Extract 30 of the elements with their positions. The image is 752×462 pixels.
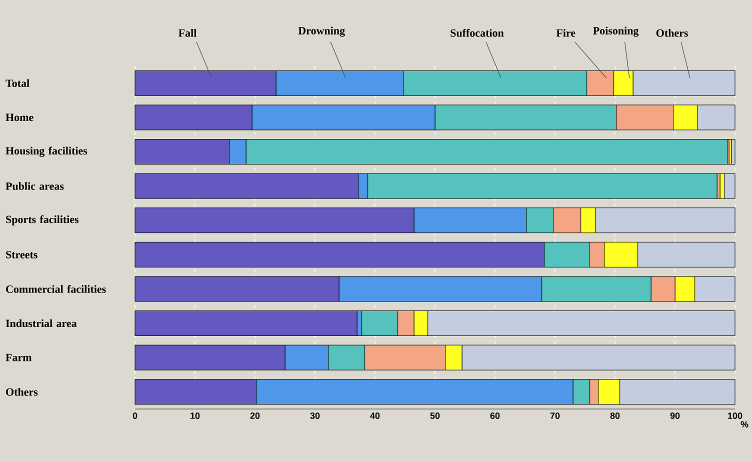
text: Drowning bbox=[298, 26, 345, 37]
y-tick-label: Sports facilities bbox=[6, 215, 79, 226]
x-tick-label: 60 bbox=[490, 412, 500, 419]
y-tick-label: Housing facilities bbox=[6, 146, 88, 157]
x-tick-label: 10 bbox=[190, 412, 200, 419]
x-tick-label: 20 bbox=[250, 412, 260, 419]
y-tick-label: Commercial facilities bbox=[6, 285, 106, 293]
x-tick-label: 50 bbox=[430, 412, 440, 419]
y-tick-label: Total bbox=[6, 79, 30, 88]
y-tick-label: Others bbox=[6, 388, 38, 396]
text: Suffocation bbox=[450, 28, 504, 37]
x-tick-label: 90 bbox=[670, 412, 680, 419]
text: Fire bbox=[556, 29, 576, 37]
x-tick-label: 70 bbox=[550, 412, 560, 419]
x-tick-label: 80 bbox=[610, 412, 620, 419]
y-tick-label: Streets bbox=[6, 250, 38, 258]
x-axis-title: % bbox=[740, 421, 748, 428]
text: Poisoning bbox=[593, 26, 639, 37]
y-tick-label: Industrial area bbox=[6, 319, 77, 328]
x-tick-label: 30 bbox=[310, 412, 320, 419]
y-tick-label: Home bbox=[6, 114, 34, 122]
x-tick-label: 40 bbox=[370, 412, 380, 419]
bar bbox=[724, 173, 736, 199]
bar bbox=[731, 139, 736, 164]
y-tick-label: Farm bbox=[6, 354, 32, 362]
x-tick-label: 100 bbox=[728, 412, 742, 419]
y-tick-label: Public areas bbox=[6, 182, 64, 190]
text: Fall bbox=[178, 29, 196, 37]
text: Others bbox=[656, 29, 688, 37]
x-tick-label: 0 bbox=[132, 412, 138, 419]
